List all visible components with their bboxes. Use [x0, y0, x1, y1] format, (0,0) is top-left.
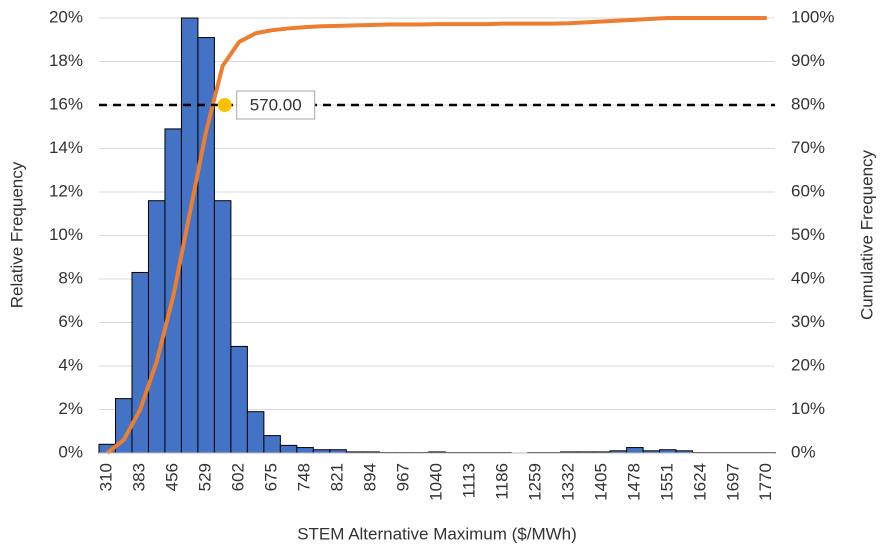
y-tick-label: 10%	[49, 225, 83, 244]
y-tick-label: 2%	[58, 399, 83, 418]
bar	[131, 271, 149, 454]
x-tick-label: 894	[361, 463, 380, 491]
y-tick-label: 16%	[49, 94, 83, 113]
bar	[263, 435, 281, 454]
x-tick-label: 1697	[723, 463, 742, 501]
x-tick-label: 529	[196, 463, 215, 491]
x-tick-label: 383	[130, 463, 149, 491]
x-tick-label: 675	[262, 463, 281, 491]
bar	[626, 447, 644, 454]
y2-tick-label: 50%	[791, 225, 825, 244]
y-tick-label: 20%	[49, 7, 83, 26]
y-tick-label: 6%	[58, 312, 83, 331]
y2-tick-label: 30%	[791, 312, 825, 331]
y2-tick-label: 80%	[791, 94, 825, 113]
x-tick-label: 1551	[657, 463, 676, 501]
x-tick-label: 821	[328, 463, 347, 491]
x-tick-label: 1040	[426, 463, 445, 501]
x-tick-label: 1186	[492, 463, 511, 500]
x-tick-label: 1478	[624, 463, 643, 501]
y-tick-label: 8%	[58, 268, 83, 287]
annotation-point	[217, 98, 232, 112]
y-tick-label: 18%	[49, 51, 83, 70]
y2-tick-label: 100%	[791, 7, 834, 26]
x-tick-label: 310	[97, 463, 116, 491]
bar	[230, 345, 248, 454]
x-tick-label: 1624	[690, 463, 709, 501]
y-axis-title: Relative Frequency	[7, 161, 26, 308]
x-tick-label: 1113	[459, 463, 478, 498]
y2-tick-label: 10%	[791, 399, 825, 418]
y-tick-label: 0%	[58, 442, 83, 461]
y2-tick-label: 20%	[791, 355, 825, 374]
bar	[147, 200, 166, 454]
x-tick-label: 1332	[558, 463, 577, 501]
x-tick-label: 1259	[525, 463, 544, 501]
y-tick-label: 14%	[49, 138, 83, 157]
annotation-label: 570.00	[250, 95, 302, 114]
y2-tick-label: 40%	[791, 268, 825, 287]
x-tick-label: 1405	[591, 463, 610, 501]
y2-tick-label: 90%	[791, 51, 825, 70]
bar	[213, 200, 232, 454]
y2-axis-title: Cumulative Frequency	[857, 149, 876, 320]
y2-tick-label: 0%	[791, 442, 816, 461]
x-tick-label: 1770	[756, 463, 775, 501]
cumulative-line	[106, 16, 767, 455]
bar	[197, 37, 215, 454]
bar	[246, 411, 265, 454]
x-tick-label: 456	[163, 463, 182, 491]
x-tick-label: 602	[229, 463, 248, 491]
bar	[296, 447, 314, 454]
y2-tick-label: 70%	[791, 138, 825, 157]
y-tick-label: 12%	[49, 181, 83, 200]
x-tick-label: 748	[295, 463, 314, 491]
bar	[279, 444, 298, 454]
annotation-box	[236, 90, 316, 120]
y2-tick-label: 60%	[791, 181, 825, 200]
x-tick-label: 967	[394, 463, 413, 491]
x-axis-title: STEM Alternative Maximum ($/MWh)	[297, 524, 577, 543]
y-tick-label: 4%	[58, 355, 83, 374]
